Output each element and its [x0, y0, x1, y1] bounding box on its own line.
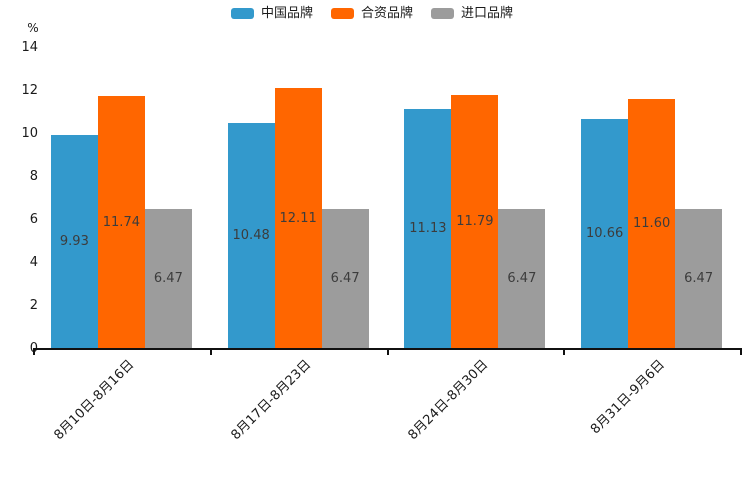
bar-series2-group0	[144, 208, 192, 348]
x-axis-tick	[740, 350, 742, 355]
bar-value-label: 11.13	[409, 221, 447, 237]
bar-value-label: 12.11	[279, 210, 317, 226]
bar-series1-group0	[97, 95, 145, 348]
y-axis-tick-label: 4	[29, 255, 38, 270]
bar-value-label: 6.47	[153, 271, 183, 287]
x-axis-category-label: 8月17日-8月23日	[228, 357, 315, 444]
bar-value-label: 6.47	[330, 271, 360, 287]
bar-series1-group2	[451, 94, 499, 348]
legend-swatch-icon	[330, 8, 354, 19]
bar-series0-group2	[404, 108, 452, 348]
y-axis-tick-label: 14	[21, 40, 38, 55]
legend-item-2: 进口品牌	[431, 7, 513, 20]
bar-value-label: 9.93	[59, 234, 89, 250]
x-axis-tick	[386, 350, 389, 355]
x-axis-category-label: 8月24日-8月30日	[404, 357, 491, 444]
x-axis-tick	[209, 350, 212, 355]
bar-series1-group3	[628, 98, 676, 348]
y-axis-tick-label: 2	[29, 298, 38, 313]
y-axis-tick-label: 10	[21, 126, 38, 141]
legend-label: 进口品牌	[461, 6, 514, 21]
x-axis-line	[33, 348, 742, 350]
bar-series2-group2	[498, 208, 546, 348]
bar-series0-group3	[581, 118, 629, 348]
legend-swatch-icon	[431, 8, 454, 19]
bar-series0-group0	[50, 134, 98, 348]
x-axis-tick	[563, 350, 566, 355]
bar-series0-group1	[227, 122, 275, 348]
bar-value-label: 6.47	[684, 271, 714, 287]
y-axis-tick-label: 8	[29, 169, 38, 184]
bar-value-label: 6.47	[507, 271, 537, 287]
bar-series1-group1	[274, 87, 322, 348]
bar-value-label: 11.79	[456, 214, 494, 230]
bar-value-label: 10.66	[586, 226, 624, 242]
legend-item-1: 合资品牌	[330, 6, 413, 21]
y-axis-tick-label: 6	[29, 212, 38, 227]
bar-series2-group3	[675, 208, 723, 348]
bar-value-label: 11.60	[633, 216, 671, 232]
bar-value-label: 11.74	[102, 214, 140, 230]
y-axis-tick-label: 12	[21, 83, 38, 98]
legend-label: 合资品牌	[360, 6, 413, 21]
bar-series2-group1	[321, 208, 369, 348]
legend-label: 中国品牌	[260, 6, 313, 21]
x-axis-category-label: 8月31日-9月6日	[587, 357, 668, 438]
x-axis-tick	[33, 350, 35, 355]
y-axis-unit-label: %	[27, 21, 39, 35]
x-axis-category-label: 8月10日-8月16日	[51, 357, 138, 444]
bar-value-label: 10.48	[232, 228, 270, 244]
legend: 中国品牌 合资品牌 进口品牌	[0, 7, 744, 20]
legend-swatch-icon	[230, 8, 254, 19]
legend-item-0: 中国品牌	[230, 6, 313, 21]
